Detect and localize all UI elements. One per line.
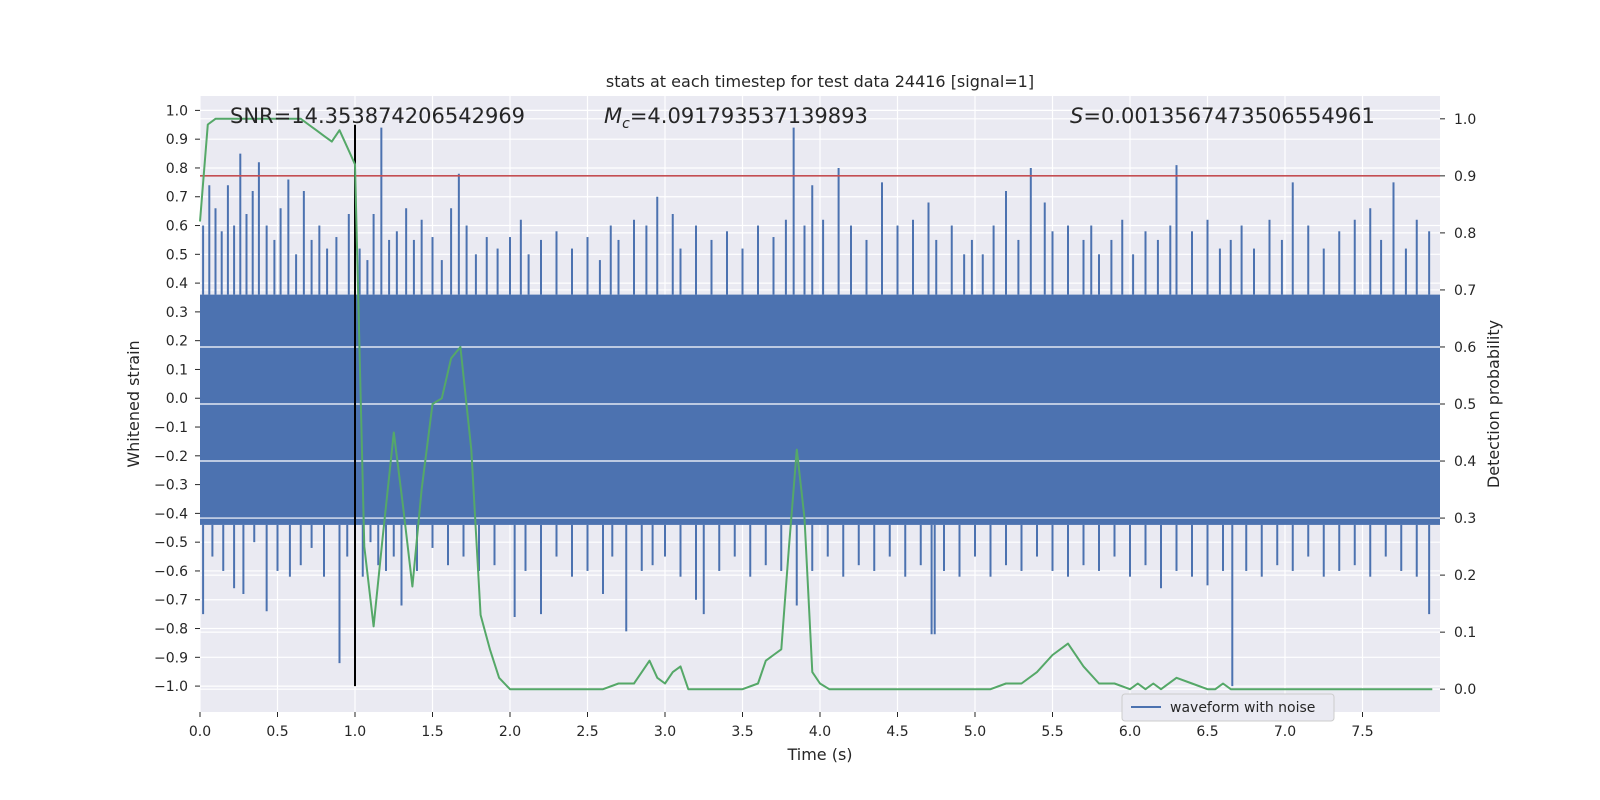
y-tick-label: −0.1: [154, 420, 188, 436]
chirp-mass-annotation: Mc=4.091793537139893: [604, 104, 868, 132]
chirp-mass-value: =4.091793537139893: [630, 104, 868, 128]
y2-tick-label: 0.5: [1454, 397, 1476, 413]
y2-tick-label: 0.0: [1454, 682, 1476, 698]
y-tick-label: −0.6: [154, 564, 188, 580]
x-tick-label: 4.5: [886, 724, 908, 740]
y-axis-label: Whitened strain: [124, 340, 143, 467]
y-tick-label: 0.4: [166, 276, 188, 292]
probability-series: [199, 117, 1433, 691]
y-tick-label: 1.0: [166, 103, 188, 119]
x-tick-label: 2.0: [499, 724, 521, 740]
y2-tick-label: 0.4: [1454, 454, 1476, 470]
y2-tick-label: 0.7: [1454, 283, 1476, 299]
x-tick-label: 6.0: [1119, 724, 1141, 740]
y-tick-label: −0.4: [154, 506, 188, 522]
x-tick-label: 0.5: [266, 724, 288, 740]
y2-tick-label: 0.2: [1454, 568, 1476, 584]
y2-tick-labels: 1.0 0.9 0.8 0.7 0.6 0.5 0.4 0.3 0.2 0.1 0.0: [1440, 112, 1476, 698]
y-tick-label: 0.7: [166, 190, 188, 206]
legend: waveform with noise: [1121, 693, 1335, 722]
x-axis-label: Time (s): [786, 745, 852, 764]
chart-title: stats at each timestep for test data 244…: [606, 72, 1034, 91]
y-tick-label: 0.2: [166, 334, 188, 350]
x-tick-label: 7.0: [1274, 724, 1296, 740]
y-tick-label: 0.6: [166, 219, 188, 235]
x-tick-label: 5.0: [964, 724, 986, 740]
x-tick-label: 3.5: [731, 724, 753, 740]
y-tick-label: −0.2: [154, 449, 188, 465]
x-tick-label: 5.5: [1041, 724, 1063, 740]
y2-tick-label: 0.9: [1454, 169, 1476, 185]
chirp-mass-subscript: c: [622, 116, 630, 132]
chirp-mass-symbol: M: [604, 104, 622, 128]
legend-box: [1121, 693, 1335, 722]
x-tick-label: 1.0: [344, 724, 366, 740]
y-tick-label: −0.9: [154, 650, 188, 666]
legend-label: waveform with noise: [1170, 700, 1315, 716]
y-tick-labels: 1.0 0.9 0.8 0.7 0.6 0.5 0.4 0.3 0.2 0.1 0.0 −0.1 −0.…: [154, 103, 200, 695]
s-annotation: S=0.0013567473506554961: [1070, 104, 1375, 128]
y-tick-label: 0.9: [166, 132, 188, 148]
y-tick-label: 0.8: [166, 161, 188, 177]
y-tick-label: −0.8: [154, 622, 188, 638]
x-tick-label: 6.5: [1196, 724, 1218, 740]
y-tick-label: −1.0: [154, 679, 188, 695]
x-tick-label: 0.0: [189, 724, 211, 740]
y2-axis-label: Detection probability: [1484, 320, 1503, 488]
y-tick-label: −0.3: [154, 478, 188, 494]
y2-tick-label: 0.1: [1454, 625, 1476, 641]
y-tick-label: 0.1: [166, 362, 188, 378]
s-value: =0.0013567473506554961: [1083, 104, 1375, 128]
y-tick-label: −0.7: [154, 593, 188, 609]
x-tick-label: 2.5: [576, 724, 598, 740]
x-tick-label: 4.0: [809, 724, 831, 740]
waveform-spikes: [202, 127, 1431, 687]
reference-lines: [200, 124, 1440, 687]
s-symbol: S: [1070, 104, 1083, 128]
y-tick-label: 0.3: [166, 305, 188, 321]
detection-probability-line: [199, 117, 1433, 691]
y2-tick-label: 0.8: [1454, 226, 1476, 242]
waveform-band: [200, 118, 1440, 690]
y-tick-label: 0.0: [166, 391, 188, 407]
y-tick-label: −0.5: [154, 535, 188, 551]
x-tick-labels: 0.0 0.5 1.0 1.5 2.0 2.5 3.0 3.5 4.0 4.5 5.0 5.5 6.0 6…: [189, 712, 1374, 740]
x-tick-label: 3.0: [654, 724, 676, 740]
y2-tick-label: 1.0: [1454, 112, 1476, 128]
x-tick-label: 1.5: [421, 724, 443, 740]
y2-tick-label: 0.6: [1454, 340, 1476, 356]
waveform-band-fill: [200, 294, 1440, 525]
snr-annotation: SNR=14.353874206542969: [230, 104, 525, 128]
x-tick-label: 7.5: [1351, 724, 1373, 740]
y2-tick-label: 0.3: [1454, 511, 1476, 527]
y-tick-label: 0.5: [166, 247, 188, 263]
